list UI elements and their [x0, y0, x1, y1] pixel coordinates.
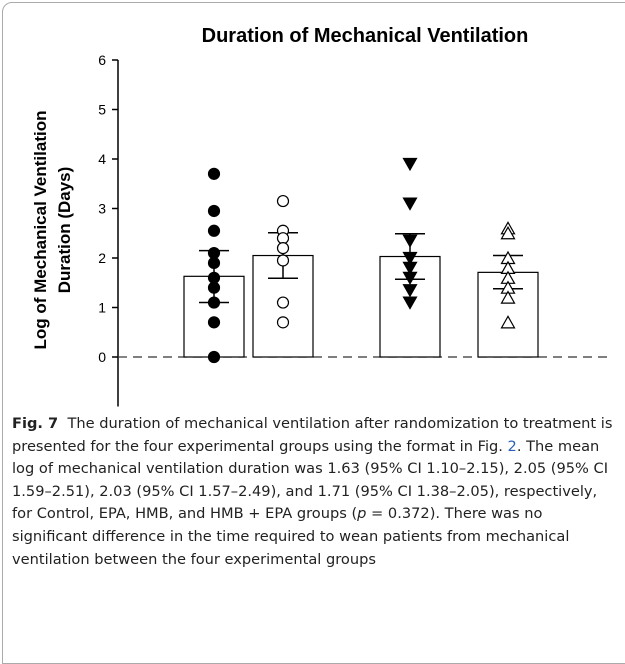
caption-text: The duration of mechanical ventilation a…: [12, 415, 613, 455]
caption-text: . The mean log of mechanical ventilation…: [12, 437, 609, 523]
y-tick-label: 4: [98, 151, 106, 167]
data-point: [276, 296, 290, 309]
chart-title: Duration of Mechanical Ventilation: [202, 25, 529, 47]
data-point: [402, 296, 418, 310]
caption-text: = 0.372). There was no significant diffe…: [12, 505, 570, 568]
caption-italic: p: [357, 505, 367, 523]
y-tick-label: 6: [98, 52, 106, 68]
caption-label: Fig. 7: [12, 415, 59, 432]
y-label: Log of Mechanical Ventilation Duration (…: [31, 111, 74, 350]
data-point: [402, 251, 418, 266]
y-label-line: Duration (Days): [55, 167, 74, 294]
data-point: [207, 350, 221, 364]
y-label-line: Log of Mechanical Ventilation: [31, 111, 50, 350]
data-point: [207, 167, 221, 180]
data-point: [402, 157, 418, 172]
y-tick-label: 2: [98, 250, 106, 266]
data-point: [402, 234, 418, 248]
data-point: [276, 254, 290, 267]
y-tick-label: 1: [98, 300, 106, 316]
data-point: [207, 316, 221, 329]
data-point: [207, 224, 221, 237]
data-point: [276, 316, 290, 329]
data-point: [402, 284, 418, 298]
chart: Duration of Mechanical Ventilation Log o…: [31, 25, 612, 407]
data-point: [402, 261, 418, 276]
figure-link[interactable]: 2: [507, 437, 517, 455]
data-point: [500, 315, 516, 329]
data-point: [402, 197, 418, 211]
data-point: [500, 290, 516, 304]
y-tick-label: 0: [98, 349, 106, 365]
y-tick-label: 5: [98, 102, 106, 118]
data-point: [276, 194, 290, 208]
y-tick-label: 3: [98, 201, 106, 217]
data-point: [402, 271, 418, 286]
data-point: [276, 242, 290, 255]
data-point: [500, 226, 516, 240]
data-point: [207, 296, 221, 309]
caption: Fig. 7 The duration of mechanical ventil…: [12, 413, 615, 571]
data-point: [207, 204, 221, 218]
data-point: [207, 281, 221, 294]
data-point: [207, 256, 221, 270]
